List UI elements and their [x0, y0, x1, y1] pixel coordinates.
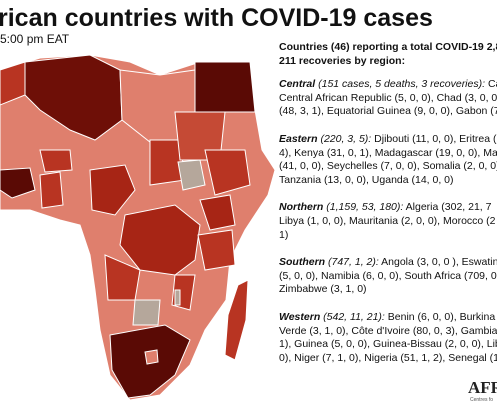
region: Western (542, 11, 21): Benin (6, 0, 0), … [279, 311, 497, 365]
country [0, 61, 26, 106]
region-line: Northern (1,159, 53, 180): Algeria (302,… [279, 201, 497, 215]
country [174, 289, 181, 306]
region-line: Zimbabwe (3, 1, 0) [279, 283, 367, 296]
region-line: Central (151 cases, 5 deaths, 3 recoveri… [279, 78, 497, 92]
country [0, 167, 36, 199]
africa-map [0, 54, 275, 401]
region-line: Tanzania (13, 0, 0), Uganda (14, 0, 0) [279, 173, 454, 186]
region-totals: (747, 1, 2): [325, 256, 379, 269]
region-text: Angola (3, 0, 0 ), Eswatin [378, 256, 497, 269]
region-line: 4), Kenya (31, 0, 1), Madagascar (19, 0,… [279, 146, 497, 159]
country [24, 54, 123, 141]
region-totals: (1,159, 53, 180): [323, 201, 404, 214]
region-line: Central African Republic (5, 0, 0), Chad… [279, 91, 497, 104]
region-line: Eastern (220, 3, 5): Djibouti (11, 0, 0)… [279, 133, 497, 147]
region-totals: (220, 3, 5): [317, 132, 372, 145]
country [194, 61, 256, 113]
region: Northern (1,159, 53, 180): Algeria (302,… [279, 201, 497, 242]
region-name: Western [279, 310, 321, 323]
region-line: Western (542, 11, 21): Benin (6, 0, 0), … [279, 311, 497, 325]
intro-line: Countries (46) reporting a total COVID-1… [279, 41, 497, 53]
region-text: Algeria (302, 21, 7 [403, 201, 492, 214]
region-name: Central [279, 78, 316, 91]
logo-subtitle: Centres fo [470, 397, 494, 403]
countries [0, 54, 275, 401]
title: rican countries with COVID-19 cases [0, 4, 433, 32]
country [204, 149, 251, 196]
logo: AFR [468, 378, 497, 397]
country [89, 164, 136, 216]
country [39, 149, 73, 173]
country [197, 229, 236, 271]
region-panel: Countries (46) reporting a total COVID-1… [279, 41, 497, 379]
region-line: 1), Guinea (5, 0, 0), Guinea-Bissau (2, … [279, 338, 497, 351]
region-line: 1) [279, 228, 289, 241]
intro-line: 211 recoveries by region: [279, 54, 406, 67]
region-line: Libya (1, 0, 0), Mauritania (2, 0, 0), M… [279, 214, 496, 227]
country [132, 299, 161, 326]
region-totals: (542, 11, 21): [320, 310, 385, 323]
country [39, 171, 64, 209]
region: Southern (747, 1, 2): Angola (3, 0, 0 ),… [279, 256, 497, 297]
subtitle: 5:00 pm EAT [0, 32, 70, 46]
region-totals: (151 cases, 5 deaths, 3 recoveries): [315, 78, 486, 91]
region-line: Southern (747, 1, 2): Angola (3, 0, 0 ),… [279, 256, 497, 270]
region-line: Verde (3, 1, 0), Côte d'Ivoire (80, 0, 3… [279, 324, 497, 337]
region-line: (48, 3, 1), Equatorial Guinea (9, 0, 0),… [279, 105, 497, 118]
country [199, 194, 236, 231]
intro: Countries (46) reporting a total COVID-1… [279, 41, 497, 68]
region-name: Northern [279, 201, 324, 214]
region-name: Eastern [279, 132, 318, 145]
region-line: 0), Niger (7, 1, 0), Nigeria (51, 1, 2),… [279, 351, 497, 364]
region: Central (151 cases, 5 deaths, 3 recoveri… [279, 78, 497, 119]
country [119, 204, 201, 276]
region-text: Benin (6, 0, 0), Burkina [384, 310, 496, 323]
country [224, 279, 249, 361]
country [177, 159, 206, 191]
region-name: Southern [279, 256, 326, 269]
country [144, 349, 159, 365]
region-line: (41, 0, 0), Seychelles (7, 0, 0), Somali… [279, 160, 497, 173]
region-text: Ca [487, 78, 497, 91]
region-line: (5, 0, 0), Namibia (6, 0, 0), South Afri… [279, 269, 497, 282]
region: Eastern (220, 3, 5): Djibouti (11, 0, 0)… [279, 133, 497, 187]
region-text: Djibouti (11, 0, 0), Eritrea ( [371, 132, 497, 145]
